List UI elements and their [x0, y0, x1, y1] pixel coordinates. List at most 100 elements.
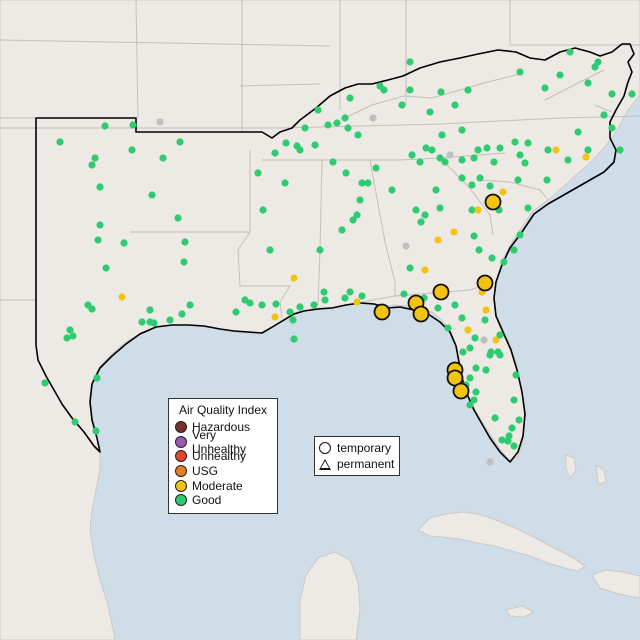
- good-monitor: [451, 301, 459, 309]
- good-monitor: [516, 68, 524, 76]
- good-monitor: [544, 146, 552, 154]
- good-monitor: [490, 158, 498, 166]
- good-monitor: [96, 183, 104, 191]
- good-monitor: [608, 124, 616, 132]
- good-monitor: [346, 288, 354, 296]
- good-monitor: [466, 401, 474, 409]
- moderate-monitor: [482, 306, 490, 314]
- good-monitor: [281, 179, 289, 187]
- good-monitor: [510, 442, 518, 450]
- good-monitor: [406, 86, 414, 94]
- good-monitor: [342, 169, 350, 177]
- moderate-monitor: [412, 305, 430, 323]
- good-monitor: [438, 131, 446, 139]
- good-monitor: [96, 221, 104, 229]
- good-monitor: [508, 424, 516, 432]
- good-monitor: [459, 348, 467, 356]
- good-monitor: [310, 301, 318, 309]
- legend-item-moderate: Moderate: [175, 478, 271, 493]
- good-monitor: [421, 211, 429, 219]
- good-monitor: [516, 151, 524, 159]
- good-monitor: [422, 144, 430, 152]
- good-monitor: [120, 239, 128, 247]
- good-monitor: [272, 300, 280, 308]
- good-monitor: [346, 94, 354, 102]
- good-monitor: [472, 364, 480, 372]
- legend-item-usg: USG: [175, 464, 271, 479]
- good-monitor: [166, 316, 174, 324]
- good-monitor: [594, 58, 602, 66]
- legend-label: Unhealthy: [192, 449, 247, 464]
- good-monitor: [496, 331, 504, 339]
- good-monitor: [574, 128, 582, 136]
- good-monitor: [69, 332, 77, 340]
- good-monitor: [271, 149, 279, 157]
- good-monitor: [486, 182, 494, 190]
- good-monitor: [566, 48, 574, 56]
- good-monitor: [510, 246, 518, 254]
- legend-item-very-unhealthy: Very Unhealthy: [175, 428, 271, 456]
- good-monitor: [353, 211, 361, 219]
- good-monitor: [475, 246, 483, 254]
- good-monitor: [296, 303, 304, 311]
- land-yucatan: [299, 551, 361, 640]
- good-monitor: [329, 158, 337, 166]
- good-monitor: [514, 176, 522, 184]
- good-monitor: [150, 319, 158, 327]
- land-cuba: [417, 511, 586, 572]
- good-monitor: [524, 139, 532, 147]
- good-monitor: [512, 371, 520, 379]
- good-monitor: [349, 216, 357, 224]
- good-monitor: [451, 101, 459, 109]
- good-monitor: [358, 179, 366, 187]
- good-monitor: [472, 388, 480, 396]
- aqi-legend: Air Quality Index Hazardous Very Unhealt…: [168, 398, 278, 514]
- legend-title: Air Quality Index: [178, 403, 268, 417]
- no-data-monitor: [446, 151, 454, 159]
- good-monitor: [101, 122, 109, 130]
- permanent-label: permanent: [337, 457, 395, 471]
- good-monitor: [266, 246, 274, 254]
- good-monitor: [321, 296, 329, 304]
- legend-item-hazardous: Hazardous: [175, 420, 271, 435]
- legend-label: USG: [192, 464, 219, 479]
- good-monitor: [128, 146, 136, 154]
- good-monitor: [458, 174, 466, 182]
- good-monitor: [541, 84, 549, 92]
- usg-swatch: [175, 465, 187, 478]
- good-monitor: [406, 58, 414, 66]
- moderate-monitor: [373, 303, 391, 321]
- good-monitor: [296, 146, 304, 154]
- moderate-monitor: [450, 228, 458, 236]
- good-monitor: [466, 344, 474, 352]
- moderate-monitor: [452, 382, 470, 400]
- good-monitor: [232, 308, 240, 316]
- moderate-monitor: [552, 146, 560, 154]
- good-monitor: [186, 301, 194, 309]
- moderate-monitor: [434, 236, 442, 244]
- good-monitor: [496, 351, 504, 359]
- good-monitor: [380, 86, 388, 94]
- good-monitor: [88, 305, 96, 313]
- good-monitor: [66, 326, 74, 334]
- good-monitor: [176, 138, 184, 146]
- good-monitor: [584, 146, 592, 154]
- good-monitor: [498, 436, 506, 444]
- land-hispaniola: [591, 569, 640, 599]
- good-monitor: [324, 121, 332, 129]
- good-monitor: [94, 236, 102, 244]
- good-monitor: [436, 154, 444, 162]
- good-monitor: [412, 206, 420, 214]
- good-monitor: [441, 158, 449, 166]
- good-monitor: [488, 254, 496, 262]
- unhealthy-swatch: [175, 450, 187, 463]
- good-monitor: [470, 232, 478, 240]
- good-monitor: [258, 301, 266, 309]
- legend-label: Hazardous: [192, 420, 251, 435]
- good-monitor: [388, 186, 396, 194]
- good-monitor: [468, 181, 476, 189]
- good-monitor: [400, 290, 408, 298]
- legend-item-permanent: permanent: [319, 456, 395, 472]
